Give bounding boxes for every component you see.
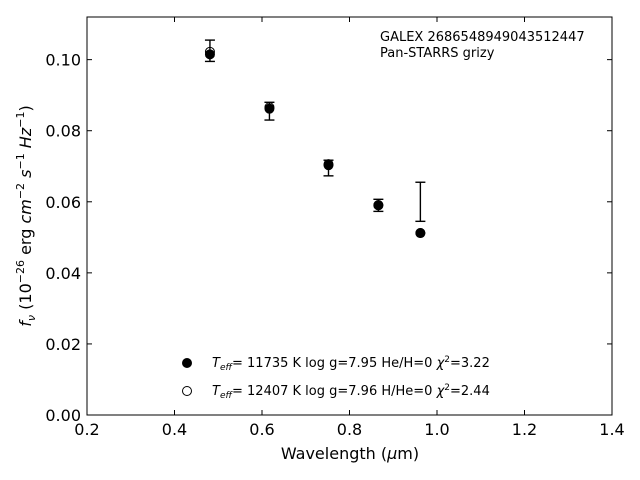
y-tick-label: 0.00	[45, 406, 81, 425]
model-point-open	[373, 199, 384, 210]
y-tick-label: 0.04	[45, 264, 81, 283]
x-tick-label: 1.2	[512, 420, 537, 439]
x-tick-label: 0.8	[337, 420, 362, 439]
legend-label-filled: Teff= 11735 K log g=7.95 He/H=0 χ2=3.22	[212, 355, 490, 373]
annotation-object: GALEX 2686548949043512447	[380, 30, 585, 45]
x-tick-label: 0.2	[74, 420, 99, 439]
x-tick-label: 1.0	[424, 420, 449, 439]
legend-marker-filled	[182, 358, 192, 368]
x-axis-label: Wavelength (μm)	[281, 444, 419, 463]
error-bars	[204, 39, 426, 223]
axis-ticks: 0.2 0.4 0.6 0.8 1.0 1.2 1.4 0.00 0.02 0.04 0.06 0.0…	[45, 17, 625, 439]
y-axis-label: fν (10−26 erg cm−2 s−1 Hz−1)	[14, 105, 38, 326]
y-tick-label: 0.10	[45, 51, 81, 70]
y-tick-label: 0.06	[45, 193, 81, 212]
x-tick-label: 1.4	[599, 420, 624, 439]
x-tick-label: 0.4	[162, 420, 187, 439]
annotation-survey: Pan-STARRS grizy	[380, 46, 495, 61]
legend-marker-open	[182, 386, 192, 396]
model-point-open	[204, 46, 215, 57]
model-point-filled	[204, 49, 215, 60]
legend: Teff= 11735 K log g=7.95 He/H=0 χ2=3.22 …	[182, 355, 490, 401]
model-point-open	[415, 228, 426, 239]
x-tick-label: 0.6	[249, 420, 274, 439]
data-markers	[204, 46, 426, 239]
y-tick-label: 0.08	[45, 122, 81, 141]
model-point-open	[264, 102, 275, 113]
model-point-open	[323, 159, 334, 170]
legend-label-open: Teff= 12407 K log g=7.96 H/He=0 χ2=2.44	[212, 383, 490, 401]
error-bar	[415, 181, 426, 223]
y-tick-label: 0.02	[45, 335, 81, 354]
